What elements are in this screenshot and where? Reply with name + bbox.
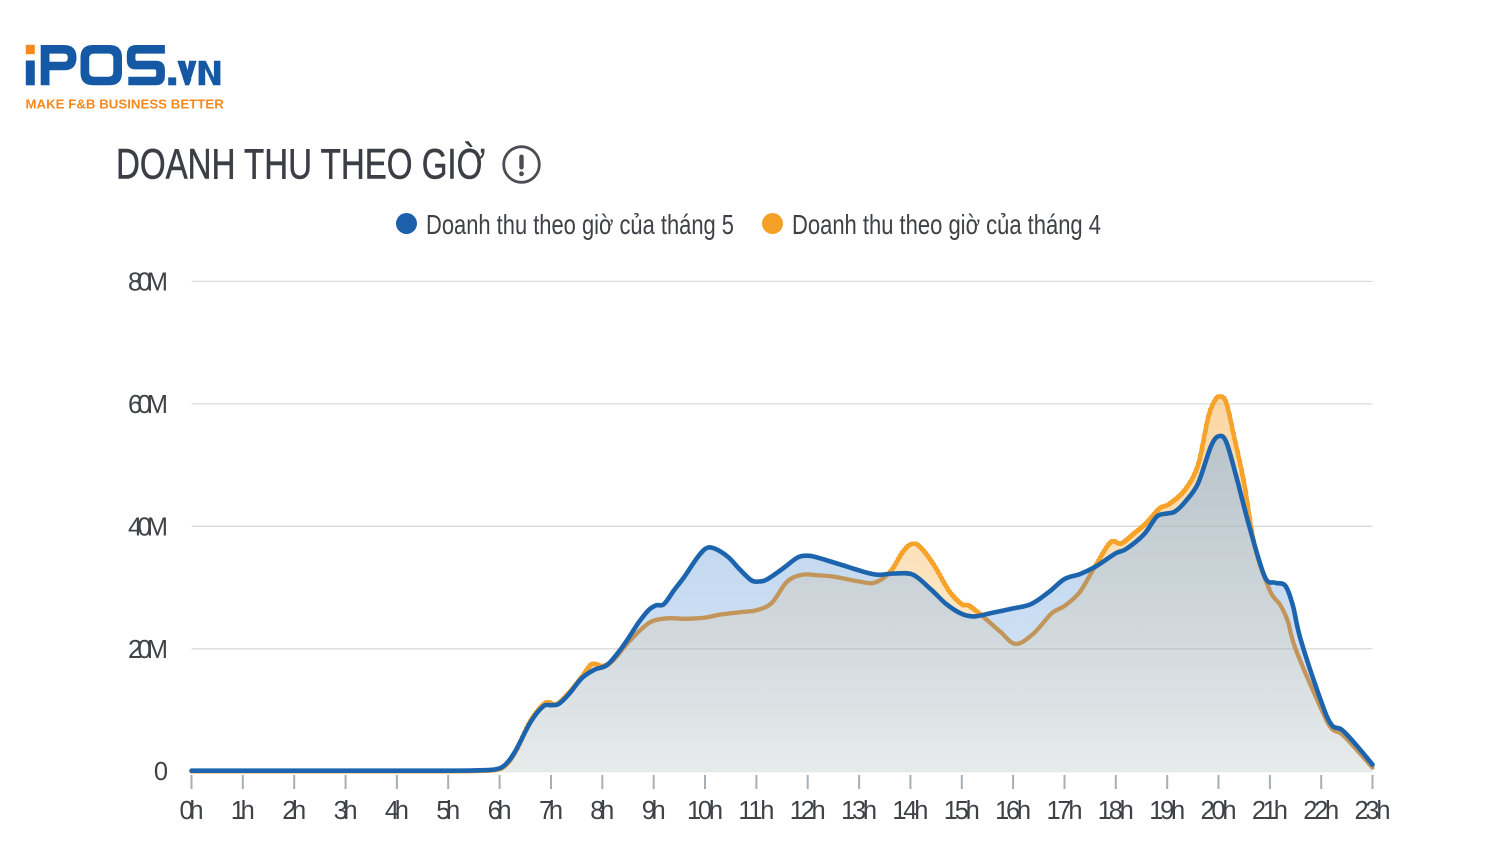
svg-text:18h: 18h: [1098, 797, 1134, 825]
svg-text:11h: 11h: [738, 797, 774, 825]
svg-text:20h: 20h: [1201, 797, 1237, 825]
svg-text:10h: 10h: [687, 797, 723, 825]
svg-text:Doanh thu theo giờ của tháng 5: Doanh thu theo giờ của tháng 5: [426, 209, 734, 240]
svg-text:21h: 21h: [1252, 797, 1288, 825]
svg-text:1h: 1h: [231, 797, 255, 825]
svg-text:20M: 20M: [128, 636, 168, 664]
svg-text:13h: 13h: [841, 797, 877, 825]
svg-text:19h: 19h: [1149, 797, 1185, 825]
svg-text:14h: 14h: [892, 797, 928, 825]
svg-text:MAKE F&B BUSINESS BETTER: MAKE F&B BUSINESS BETTER: [26, 97, 225, 112]
svg-text:5h: 5h: [436, 797, 460, 825]
svg-text:15h: 15h: [944, 797, 980, 825]
svg-text:4h: 4h: [385, 797, 409, 825]
svg-text:22h: 22h: [1303, 797, 1339, 825]
svg-text:6h: 6h: [488, 797, 512, 825]
svg-text:80M: 80M: [128, 268, 168, 296]
svg-text:23h: 23h: [1355, 797, 1391, 825]
svg-text:40M: 40M: [128, 513, 168, 541]
svg-text:2h: 2h: [282, 797, 306, 825]
svg-text:7h: 7h: [539, 797, 563, 825]
svg-text:Doanh thu theo giờ của tháng 4: Doanh thu theo giờ của tháng 4: [792, 209, 1101, 240]
svg-text:17h: 17h: [1047, 797, 1083, 825]
svg-text:60M: 60M: [128, 391, 168, 419]
svg-text:3h: 3h: [334, 797, 358, 825]
svg-text:DOANH THU THEO GIỜ: DOANH THU THEO GIỜ: [116, 141, 485, 189]
svg-text:8h: 8h: [590, 797, 614, 825]
svg-text:0h: 0h: [180, 797, 204, 825]
svg-text:9h: 9h: [642, 797, 666, 825]
svg-text:12h: 12h: [790, 797, 826, 825]
svg-text:16h: 16h: [995, 797, 1031, 825]
svg-text:0: 0: [154, 758, 168, 786]
